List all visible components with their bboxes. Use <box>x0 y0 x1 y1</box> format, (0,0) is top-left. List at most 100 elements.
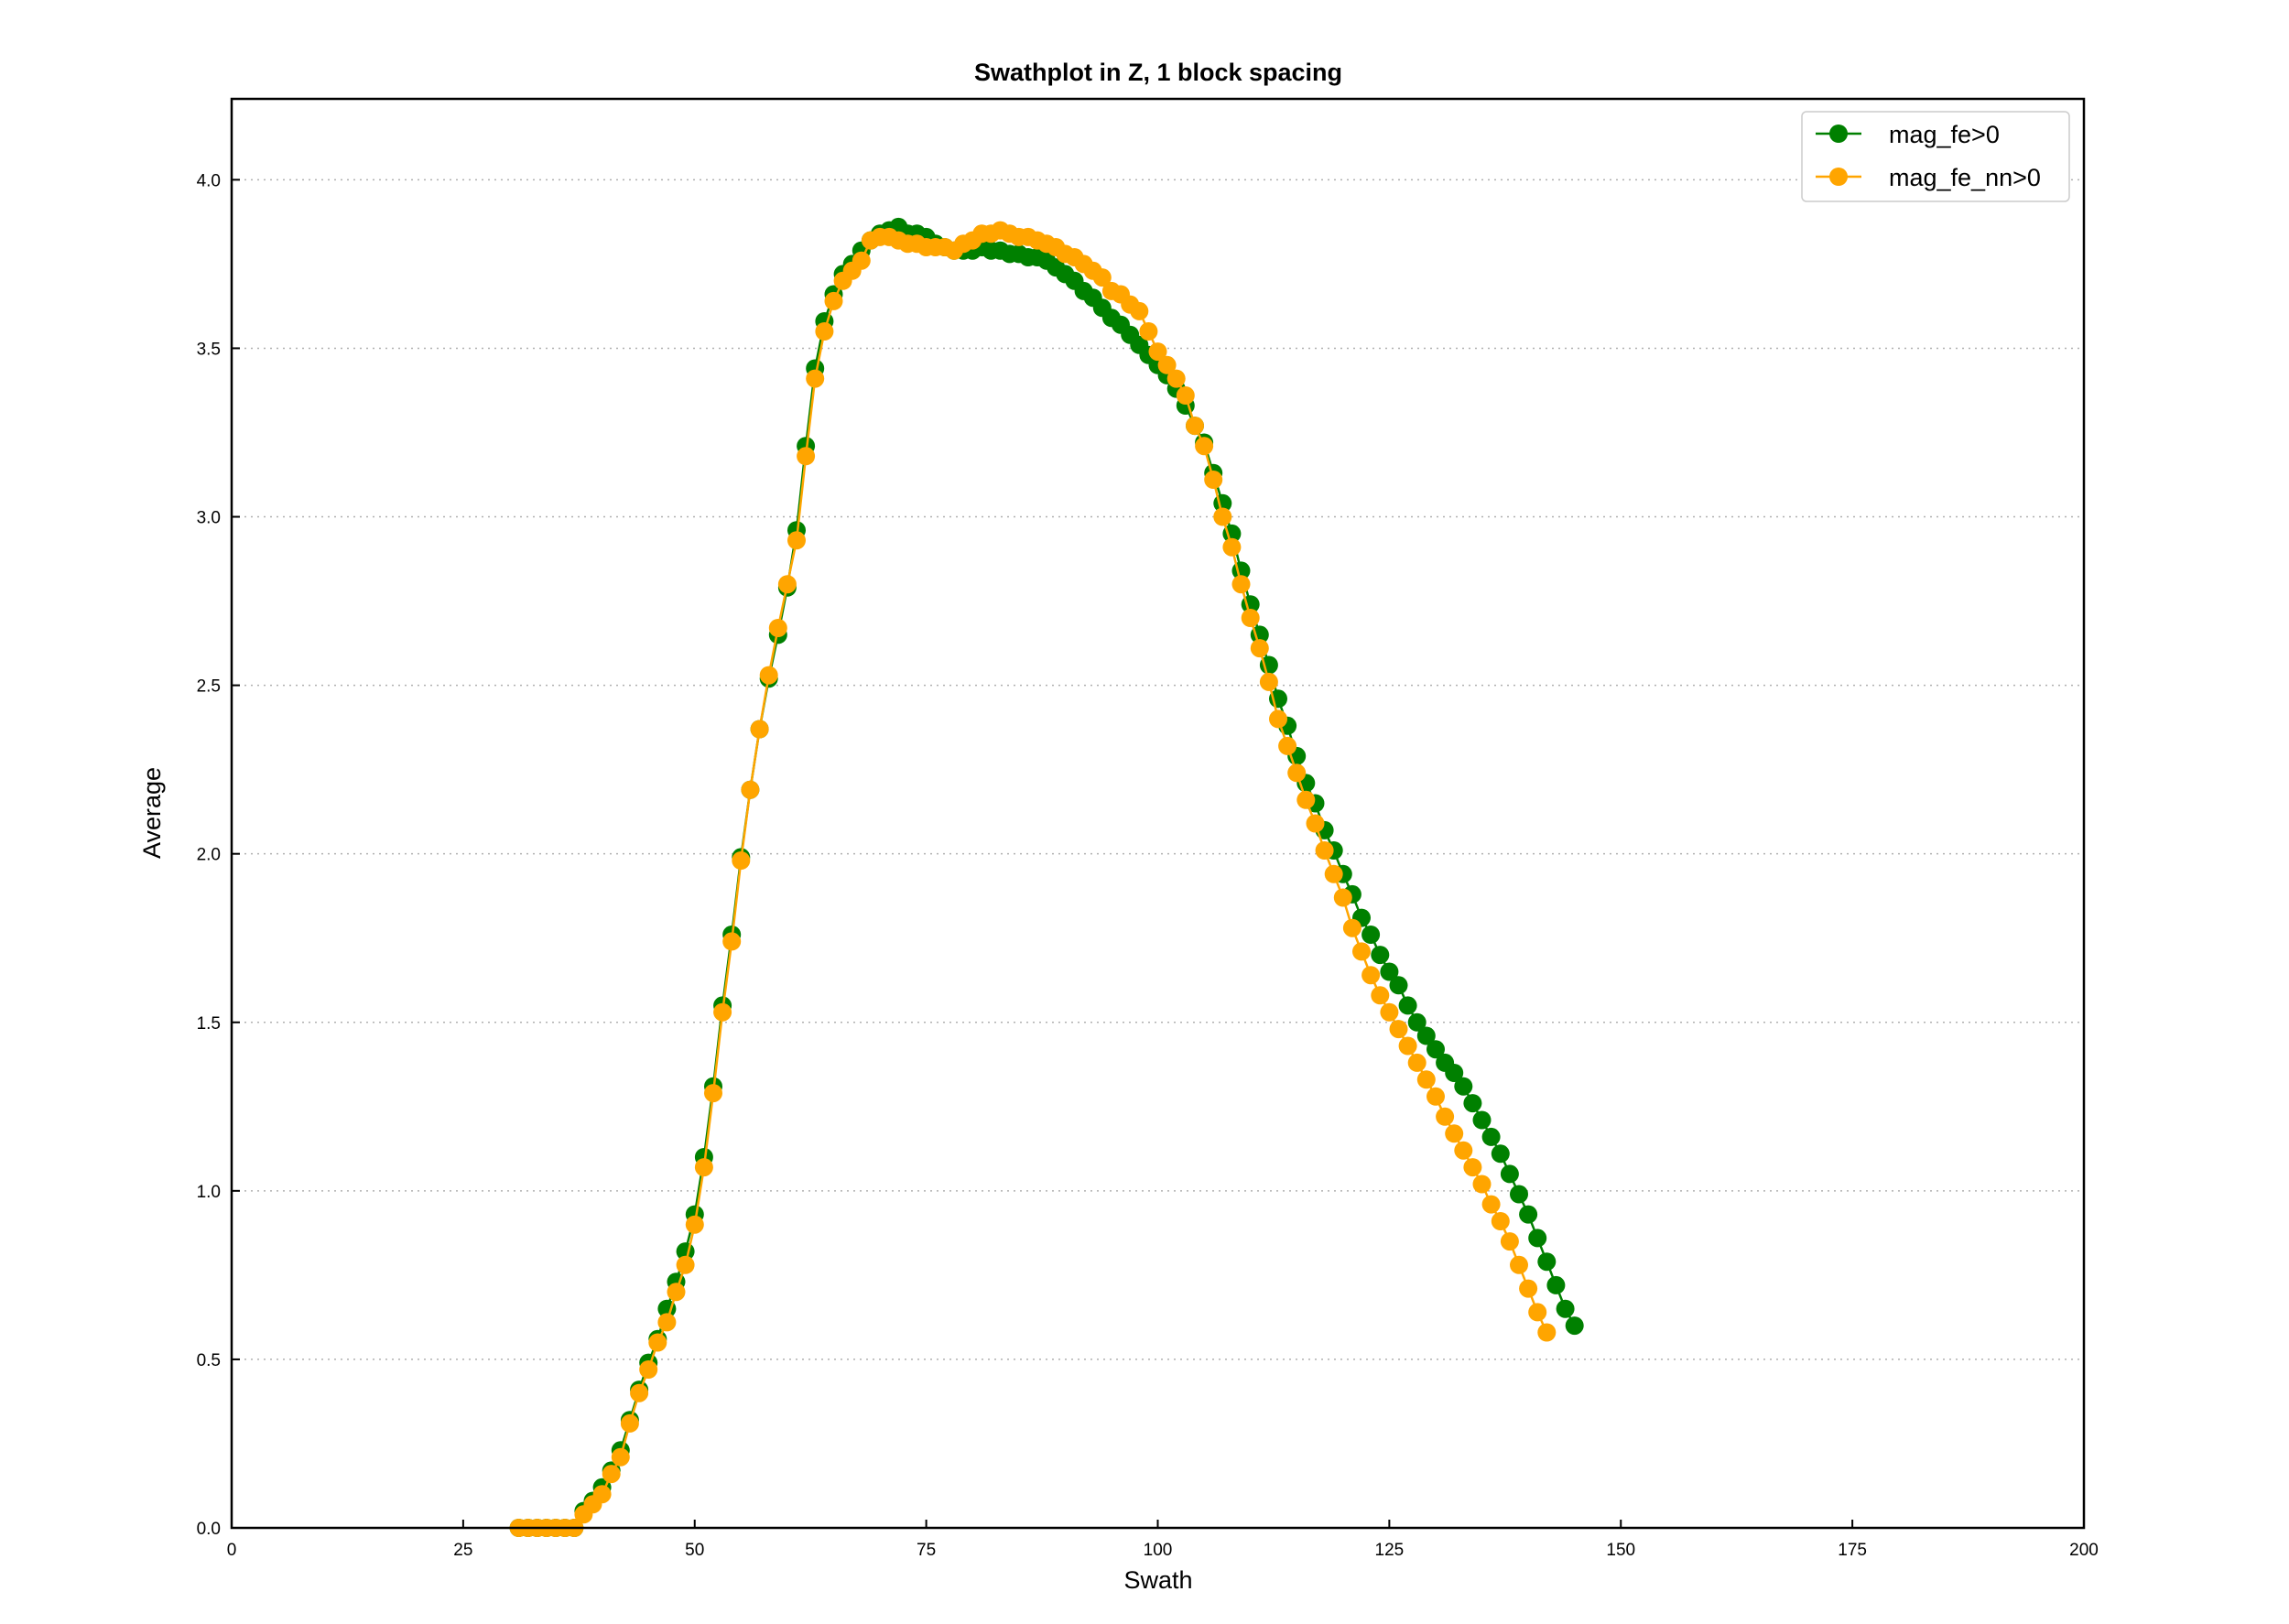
data-point <box>1407 1012 1427 1032</box>
data-point <box>1500 1232 1519 1251</box>
data-point <box>1148 342 1167 362</box>
data-point <box>1510 1255 1528 1274</box>
data-point <box>648 1333 667 1352</box>
data-point <box>815 322 834 341</box>
data-point <box>1241 609 1260 627</box>
data-point <box>639 1360 658 1379</box>
y-tick-label: 3.5 <box>197 340 221 359</box>
data-point <box>1565 1316 1584 1336</box>
data-point <box>1204 471 1223 489</box>
data-point <box>1436 1107 1455 1126</box>
y-tick-label: 1.0 <box>197 1183 221 1202</box>
data-point <box>1361 966 1381 985</box>
data-point <box>1352 942 1371 961</box>
data-point <box>1528 1229 1547 1248</box>
data-point <box>1491 1212 1510 1230</box>
x-tick-label: 25 <box>453 1541 472 1560</box>
x-axis-label: Swath <box>1123 1566 1192 1594</box>
data-point <box>1166 369 1186 388</box>
data-point <box>676 1255 695 1274</box>
data-point <box>1528 1303 1547 1322</box>
data-point <box>1176 386 1195 405</box>
data-point <box>777 575 797 594</box>
legend: mag_fe>0 mag_fe_nn>0 <box>1801 111 2070 202</box>
chart-title: Swathplot in Z, 1 block spacing <box>974 59 1342 86</box>
data-point <box>1380 962 1399 981</box>
data-point <box>1454 1141 1473 1160</box>
data-point <box>1500 1164 1519 1184</box>
data-point <box>806 369 825 388</box>
legend-label-mag-fe-nn: mag_fe_nn>0 <box>1889 164 2041 191</box>
data-point <box>620 1413 639 1433</box>
data-point <box>1259 655 1278 675</box>
y-tick-label: 2.0 <box>197 846 221 865</box>
x-tick-label: 100 <box>1144 1541 1173 1560</box>
data-point <box>732 851 751 870</box>
data-point <box>1398 1036 1417 1056</box>
data-point <box>1537 1323 1557 1342</box>
data-point <box>1445 1124 1464 1143</box>
data-point <box>1510 1185 1528 1204</box>
legend-marker-mag-fe <box>1829 125 1848 143</box>
x-tick-label: 0 <box>227 1541 237 1560</box>
data-point <box>1472 1175 1492 1194</box>
data-point <box>704 1084 722 1103</box>
plot-frame <box>230 97 2086 1530</box>
y-tick-label: 0.0 <box>197 1520 221 1539</box>
x-tick-label: 150 <box>1606 1541 1635 1560</box>
data-point <box>667 1283 686 1302</box>
data-point <box>1491 1144 1510 1164</box>
data-point <box>768 619 787 637</box>
data-point <box>1371 946 1390 965</box>
data-point <box>685 1215 704 1234</box>
data-point <box>1259 672 1278 691</box>
x-tick-label: 175 <box>1838 1541 1867 1560</box>
data-point <box>824 291 843 310</box>
legend-marker-mag-fe-nn <box>1829 168 1848 186</box>
data-point <box>741 780 760 799</box>
data-point <box>852 251 871 270</box>
data-point <box>1407 1053 1427 1072</box>
data-point <box>1157 355 1177 374</box>
data-point <box>1427 1040 1445 1059</box>
data-point <box>1287 763 1307 783</box>
data-point <box>1398 996 1417 1015</box>
data-point <box>750 720 769 739</box>
data-point <box>1416 1070 1436 1089</box>
data-point <box>1342 918 1361 937</box>
data-point <box>1213 507 1232 526</box>
data-point <box>592 1485 612 1504</box>
x-tick-label: 200 <box>2069 1541 2099 1560</box>
axis-ticks: 0.0 0.5 1.0 1.5 2.0 2.5 3.0 3.5 4.0 0 25 50 75 100 125… <box>197 171 2099 1560</box>
data-point <box>1371 986 1390 1005</box>
x-tick-label: 125 <box>1375 1541 1405 1560</box>
data-point <box>797 447 816 466</box>
data-point <box>1333 888 1352 907</box>
data-point <box>1380 1002 1399 1022</box>
data-point <box>1445 1064 1464 1082</box>
data-point <box>1519 1279 1538 1298</box>
data-point <box>1195 437 1214 456</box>
data-point <box>759 666 778 685</box>
legend-label-mag-fe: mag_fe>0 <box>1889 121 2000 148</box>
data-point <box>1324 864 1343 883</box>
data-point <box>1186 417 1204 436</box>
data-point <box>1463 1158 1482 1177</box>
y-tick-label: 0.5 <box>197 1351 221 1370</box>
data-point <box>1463 1094 1482 1113</box>
data-point <box>1537 1252 1557 1272</box>
data-point <box>1427 1087 1445 1106</box>
data-point <box>1231 575 1251 594</box>
data-point <box>1454 1077 1473 1096</box>
data-point <box>1361 926 1381 944</box>
data-point <box>787 531 806 550</box>
data-point <box>1472 1110 1492 1130</box>
data-point <box>1092 268 1112 287</box>
legend-box <box>1801 111 2070 202</box>
data-point <box>1269 709 1287 729</box>
data-point <box>1389 1020 1408 1039</box>
data-point <box>722 932 742 951</box>
data-point <box>1519 1205 1538 1224</box>
